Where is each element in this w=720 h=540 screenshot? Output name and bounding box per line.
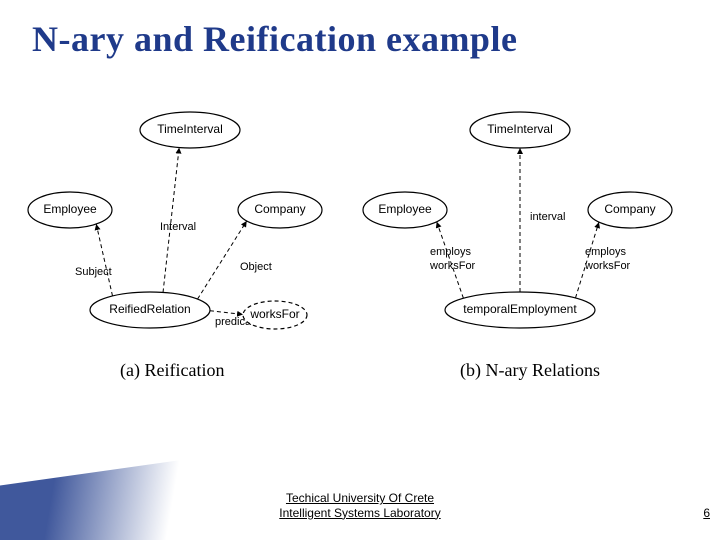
page-number: 6 bbox=[703, 506, 710, 520]
node-label-com: Company bbox=[254, 202, 305, 216]
node-label-emp2: Employee bbox=[378, 202, 432, 216]
edge-label-te-ti2-0: interval bbox=[530, 211, 565, 223]
edge-rr-com bbox=[198, 221, 247, 299]
diagram-area: SubjectIntervalObjectpredicateTimeInterv… bbox=[30, 100, 690, 420]
node-label-com2: Company bbox=[604, 202, 655, 216]
footer-line2: Intelligent Systems Laboratory bbox=[279, 506, 440, 520]
node-label-rr: ReifiedRelation bbox=[109, 302, 190, 316]
node-label-te: temporalEmployment bbox=[463, 302, 577, 316]
caption-right: (b) N-ary Relations bbox=[460, 360, 600, 381]
diagram-right: employs worksFor interval employs worksFor Ti… bbox=[370, 100, 690, 360]
page-title: N-ary and Reification example bbox=[32, 18, 517, 60]
edge-label-te-com2-1: worksFor bbox=[584, 260, 631, 272]
node-label-emp: Employee bbox=[43, 202, 97, 216]
edge-rr-wf bbox=[210, 311, 243, 315]
edge-label-rr-com-0: Object bbox=[240, 261, 272, 273]
edge-label-te-emp2-0: employs bbox=[430, 246, 471, 258]
node-label-ti: TimeInterval bbox=[157, 122, 223, 136]
node-label-wf: worksFor bbox=[249, 307, 299, 321]
edge-rr-emp bbox=[96, 224, 112, 296]
diagram-left: SubjectIntervalObjectpredicateTimeInterv… bbox=[30, 100, 340, 360]
footer: Techical University Of Crete Intelligent… bbox=[0, 491, 720, 520]
edge-label-te-emp2-1: worksFor bbox=[429, 260, 476, 272]
edge-label-rr-emp-0: Subject bbox=[75, 266, 112, 278]
edge-label-rr-ti-0: Interval bbox=[160, 221, 196, 233]
edge-rr-ti bbox=[163, 148, 179, 293]
edge-label-te-com2-0: employs bbox=[585, 246, 626, 258]
caption-left: (a) Reification bbox=[120, 360, 224, 381]
footer-line1: Techical University Of Crete bbox=[286, 491, 434, 505]
node-label-ti2: TimeInterval bbox=[487, 122, 553, 136]
